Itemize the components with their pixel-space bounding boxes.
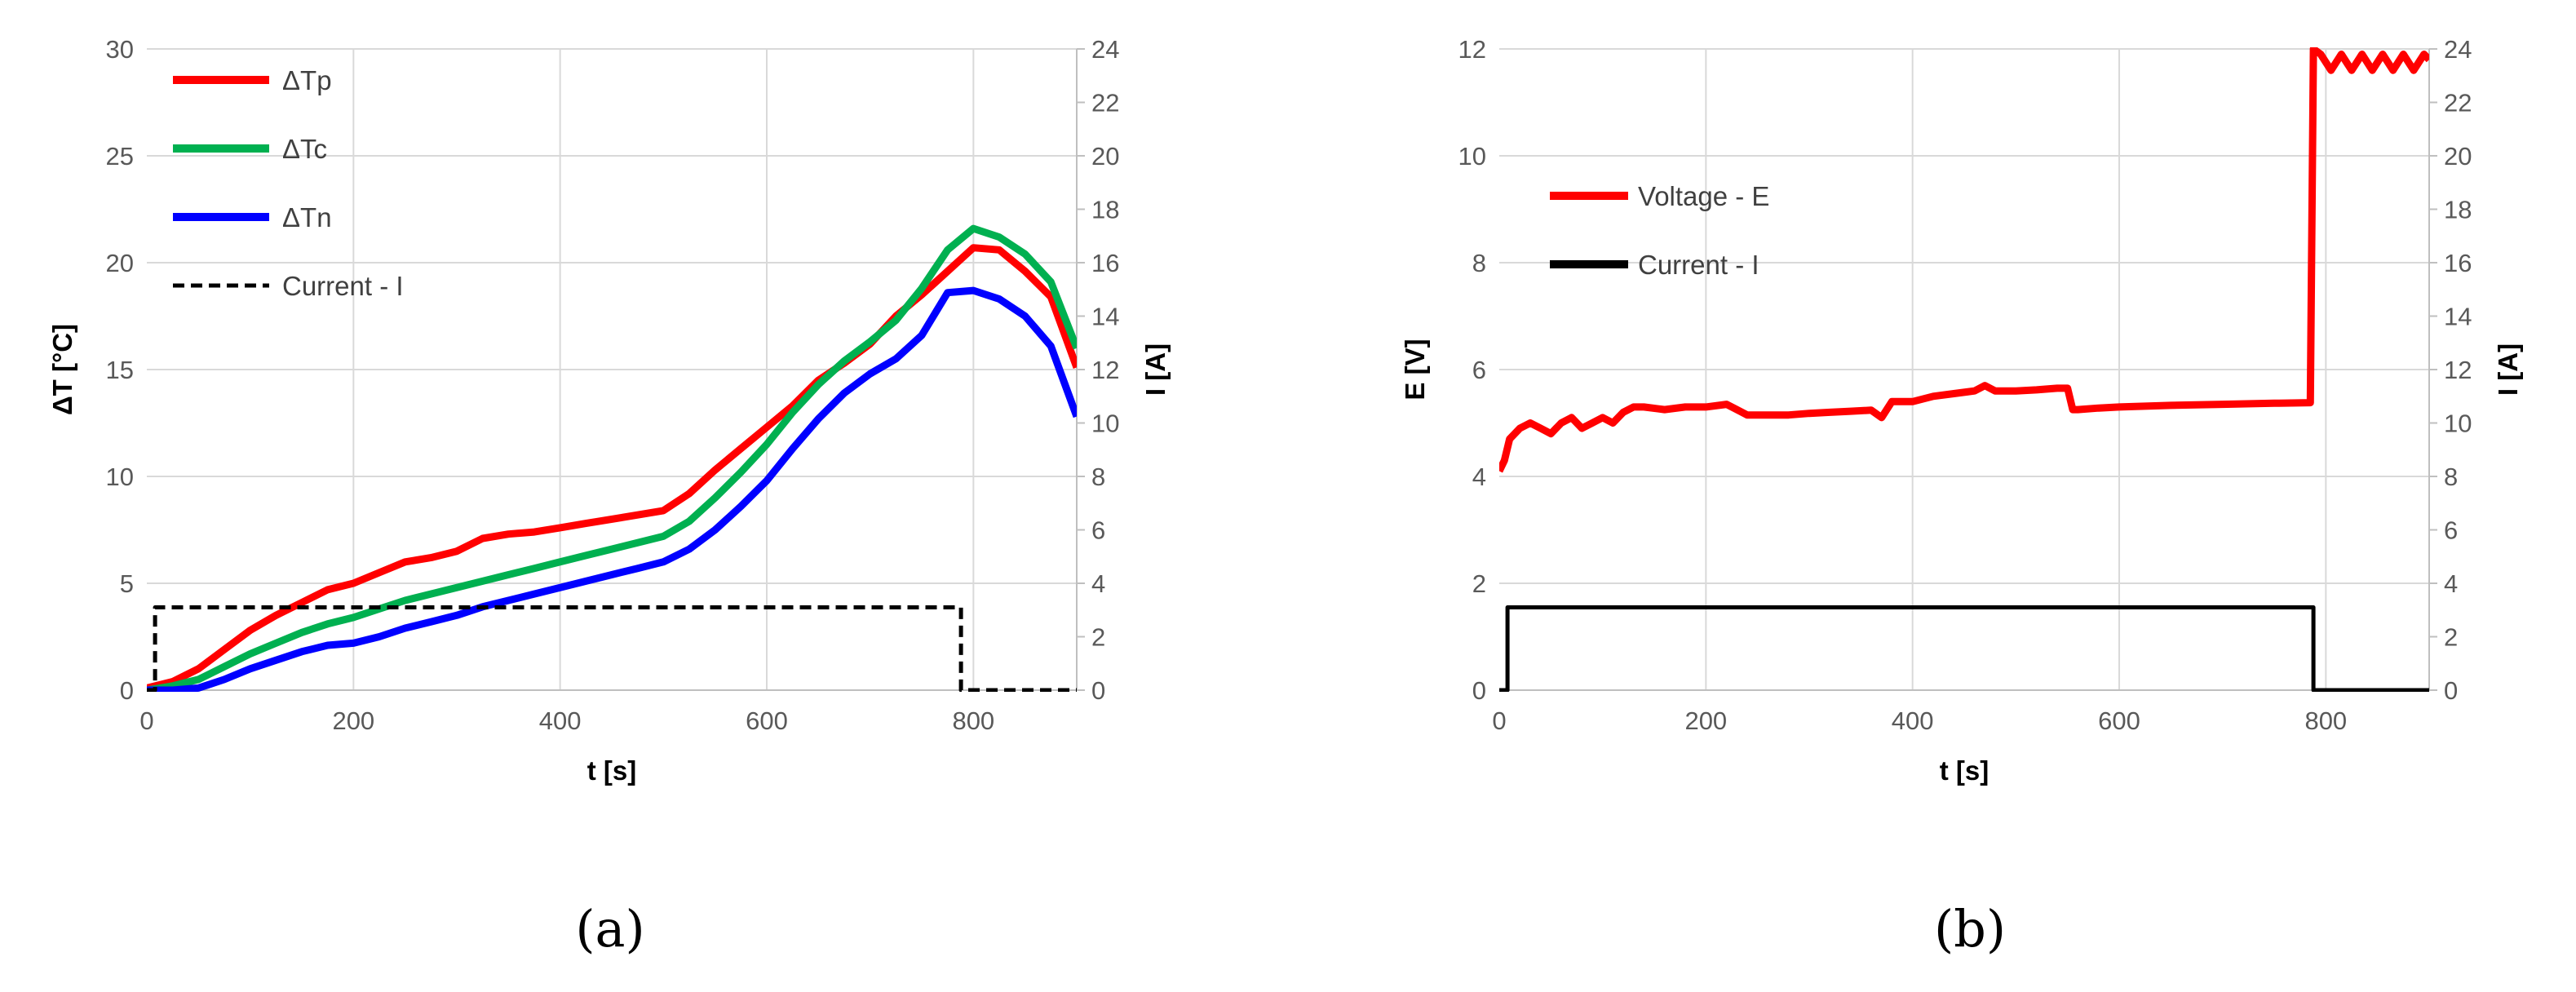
legend: Voltage - E Current - I — [1550, 181, 1769, 280]
y2-axis-title: I [A] — [2493, 343, 2523, 396]
x-tick-label-0: 0 — [1492, 706, 1506, 735]
y2-tick-label-1: 2 — [1091, 623, 1105, 652]
y2-tick-label-4: 8 — [2444, 463, 2458, 491]
y2-tick-label-3: 6 — [2444, 516, 2458, 545]
y-tick-label-1: 2 — [1472, 569, 1486, 598]
y2-tick-label-3: 6 — [1091, 516, 1105, 545]
series-line-1 — [1499, 605, 2429, 692]
x-tick-label-3: 600 — [2098, 706, 2140, 735]
legend-label-1: ΔTc — [282, 134, 327, 164]
y-tick-label-5: 25 — [106, 142, 134, 170]
panel-label: (a) — [575, 899, 644, 959]
x-tick-label-4: 800 — [952, 706, 994, 735]
y-tick-label-5: 10 — [1458, 142, 1486, 170]
y-tick-label-3: 6 — [1472, 356, 1486, 384]
y-tick-label-4: 20 — [106, 249, 134, 277]
y-tick-label-6: 12 — [1458, 35, 1486, 64]
panel-label: (b) — [1934, 899, 2006, 959]
y2-tick-label-5: 10 — [1091, 410, 1119, 438]
y-tick-label-1: 5 — [120, 569, 134, 598]
y2-tick-label-0: 0 — [1091, 676, 1105, 705]
series-line-1 — [147, 224, 1077, 692]
y2-tick-label-10: 20 — [2444, 142, 2472, 170]
y2-axis-title: I [A] — [1140, 343, 1171, 396]
legend-label-3: Current - I — [282, 271, 404, 301]
legend: ΔTp ΔTc ΔTn Current - I — [173, 65, 404, 301]
y2-tick-label-9: 18 — [1091, 196, 1119, 224]
chart-b: 0 200 400 600 800024681012024681012141618202… — [1400, 35, 2523, 959]
y2-tick-label-1: 2 — [2444, 623, 2458, 652]
y2-tick-label-6: 12 — [1091, 356, 1119, 384]
y2-tick-label-11: 22 — [1091, 89, 1119, 117]
plot-area — [1499, 47, 2429, 692]
x-axis-title: t [s] — [1940, 755, 1990, 786]
legend-label-0: ΔTp — [282, 65, 332, 95]
y2-tick-label-7: 14 — [2444, 303, 2472, 331]
y2-tick-label-11: 22 — [2444, 89, 2472, 117]
y2-tick-label-8: 16 — [2444, 249, 2472, 277]
y2-tick-label-7: 14 — [1091, 303, 1119, 331]
x-tick-label-2: 400 — [539, 706, 582, 735]
y2-tick-label-4: 8 — [1091, 463, 1105, 491]
y2-tick-label-10: 20 — [1091, 142, 1119, 170]
series-line-3 — [147, 605, 1077, 692]
y-axis-title: E [V] — [1400, 339, 1430, 400]
x-axis-title: t [s] — [587, 755, 637, 786]
plot-area — [147, 224, 1077, 692]
x-tick-label-2: 400 — [1892, 706, 1934, 735]
legend-label-1: Current - I — [1638, 250, 1759, 280]
y-tick-label-2: 10 — [106, 463, 134, 491]
y-axis-title: ΔT [°C] — [47, 324, 77, 415]
y-tick-label-0: 0 — [120, 676, 134, 705]
y-tick-label-2: 4 — [1472, 463, 1486, 491]
legend-label-2: ΔTn — [282, 202, 332, 232]
y2-tick-label-9: 18 — [2444, 196, 2472, 224]
y2-tick-label-12: 24 — [1091, 35, 1119, 64]
y-tick-label-0: 0 — [1472, 676, 1486, 705]
y2-tick-label-2: 4 — [1091, 569, 1105, 598]
y2-tick-label-12: 24 — [2444, 35, 2472, 64]
series-line-2 — [147, 286, 1077, 692]
y-tick-label-4: 8 — [1472, 249, 1486, 277]
y2-tick-label-5: 10 — [2444, 410, 2472, 438]
chart-a: 0 200 400 600 800051015202530024681012141618… — [47, 35, 1171, 959]
series-line-0 — [147, 244, 1077, 692]
x-tick-label-1: 200 — [1684, 706, 1727, 735]
y-tick-label-6: 30 — [106, 35, 134, 64]
y2-tick-label-0: 0 — [2444, 676, 2458, 705]
x-tick-label-1: 200 — [332, 706, 374, 735]
x-tick-label-0: 0 — [139, 706, 153, 735]
x-tick-label-4: 800 — [2304, 706, 2347, 735]
y2-tick-label-6: 12 — [2444, 356, 2472, 384]
x-tick-label-3: 600 — [746, 706, 788, 735]
legend-label-0: Voltage - E — [1638, 181, 1769, 211]
series-line-0 — [1499, 47, 2429, 473]
y-tick-label-3: 15 — [106, 356, 134, 384]
y2-tick-label-8: 16 — [1091, 249, 1119, 277]
y2-tick-label-2: 4 — [2444, 569, 2458, 598]
